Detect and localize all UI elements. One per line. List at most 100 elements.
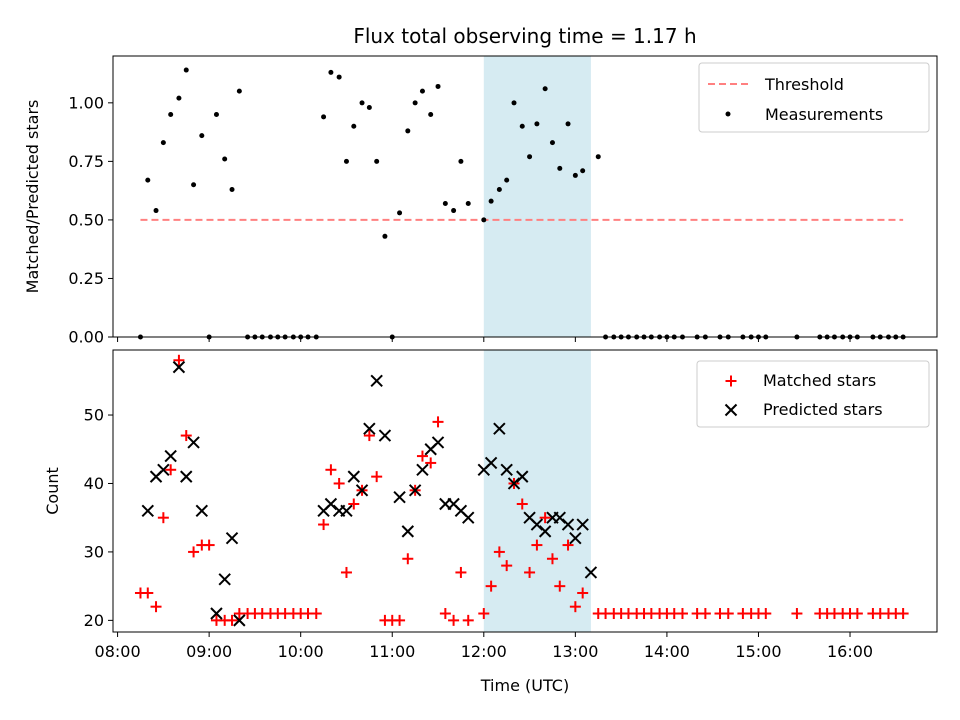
measurement-point — [191, 182, 197, 188]
predicted-point — [408, 484, 422, 497]
measurement-point — [168, 112, 174, 118]
bottom-legend-box — [696, 360, 930, 428]
measurement-point — [442, 201, 448, 207]
measurement-point — [549, 140, 555, 146]
matched-point — [493, 546, 505, 558]
matched-point — [363, 430, 375, 442]
predicted-point — [164, 449, 177, 463]
measurement-point — [366, 105, 372, 111]
x-stroke — [393, 490, 406, 504]
x-tick-label: 12:00 — [461, 642, 507, 661]
predicted-point — [210, 607, 223, 620]
measurement-point — [236, 88, 242, 94]
predicted-point — [195, 504, 209, 518]
measurement-point — [580, 168, 586, 174]
top-panel: 0.00 0.25 0.50 0.75 1.00 Flux total observin… — [23, 24, 938, 347]
x-stroke — [569, 532, 582, 545]
measurement-point — [527, 154, 533, 160]
matched-point — [478, 608, 490, 620]
predicted-point — [157, 463, 170, 476]
top-legend: Threshold Measurements — [698, 62, 930, 133]
legend-threshold-label: Threshold — [764, 75, 844, 94]
legend-predicted-swatch — [724, 403, 738, 417]
x-tick-label: 08:00 — [95, 642, 141, 661]
bottom-axis: 20 30 40 50 08:00 09:00 10:00 11:00 12:00 13:00 14… — [84, 406, 873, 661]
x-stroke — [172, 360, 186, 374]
y-tick-label: 30 — [84, 542, 104, 561]
x-stroke — [447, 497, 460, 511]
x-tick-label: 10:00 — [278, 642, 324, 661]
matched-point — [569, 601, 581, 613]
measurement-point — [458, 158, 464, 164]
predicted-point — [233, 614, 246, 627]
measurement-point — [343, 158, 349, 164]
matched-point — [310, 608, 322, 620]
matched-point — [425, 457, 437, 469]
matched-point — [539, 512, 551, 524]
x-tick-label: 09:00 — [186, 642, 232, 661]
measurement-point — [359, 100, 365, 106]
measurement-point — [419, 88, 425, 94]
predicted-point — [393, 490, 406, 504]
measurement-point — [336, 74, 342, 80]
measurement-point — [153, 208, 159, 214]
x-stroke — [538, 525, 552, 538]
legend-x-mark — [724, 403, 738, 417]
x-stroke — [157, 463, 170, 476]
measurement-point — [199, 133, 205, 139]
measurement-point — [351, 123, 357, 129]
measurement-point — [519, 123, 525, 129]
predicted-point — [401, 525, 415, 538]
measurement-point — [229, 186, 235, 192]
matched-point — [394, 614, 406, 626]
x-axis-label: Time (UTC) — [480, 676, 569, 695]
predicted-point — [576, 518, 589, 531]
matched-point — [485, 580, 497, 592]
bottom-data-marks — [134, 354, 909, 627]
x-stroke — [340, 504, 353, 518]
measurement-point — [565, 121, 571, 127]
x-stroke — [523, 511, 536, 524]
x-stroke — [416, 463, 429, 476]
x-tick-label: 15:00 — [735, 642, 781, 661]
measurement-point — [382, 233, 388, 239]
matched-point — [455, 566, 467, 578]
bottom-axes-frame — [112, 349, 938, 633]
x-stroke — [210, 607, 223, 620]
x-stroke — [324, 497, 338, 511]
x-stroke — [195, 504, 209, 518]
measurement-point — [160, 140, 166, 146]
legend-measurements-label: Measurements — [765, 105, 883, 124]
x-stroke — [401, 525, 415, 538]
predicted-point — [218, 573, 231, 586]
bottom-y-axis-label: Count — [43, 467, 62, 515]
predicted-point — [500, 463, 513, 476]
matched-point — [897, 608, 909, 620]
predicted-point — [370, 374, 383, 388]
measurement-point — [451, 208, 457, 214]
measurement-point — [557, 165, 563, 171]
matched-point — [524, 566, 536, 578]
predicted-point — [347, 470, 360, 483]
x-stroke — [355, 484, 369, 497]
y-tick-label: 0.00 — [68, 328, 104, 347]
x-stroke — [225, 532, 239, 545]
measurement-point — [435, 83, 441, 89]
legend-measurements-swatch — [725, 111, 731, 117]
matched-point — [501, 560, 513, 572]
matched-point — [325, 464, 337, 476]
matched-point — [432, 416, 444, 428]
matched-point — [142, 587, 154, 599]
x-stroke — [370, 374, 383, 388]
predicted-point — [584, 566, 598, 579]
x-stroke — [363, 422, 376, 435]
x-stroke — [378, 429, 392, 442]
x-stroke — [561, 518, 575, 531]
measurement-point — [481, 217, 487, 223]
y-tick-label: 50 — [84, 406, 104, 425]
predicted-point — [431, 436, 445, 449]
x-stroke — [584, 566, 598, 579]
measurement-point — [534, 121, 540, 127]
x-stroke — [493, 422, 506, 435]
measurement-point — [496, 186, 502, 192]
